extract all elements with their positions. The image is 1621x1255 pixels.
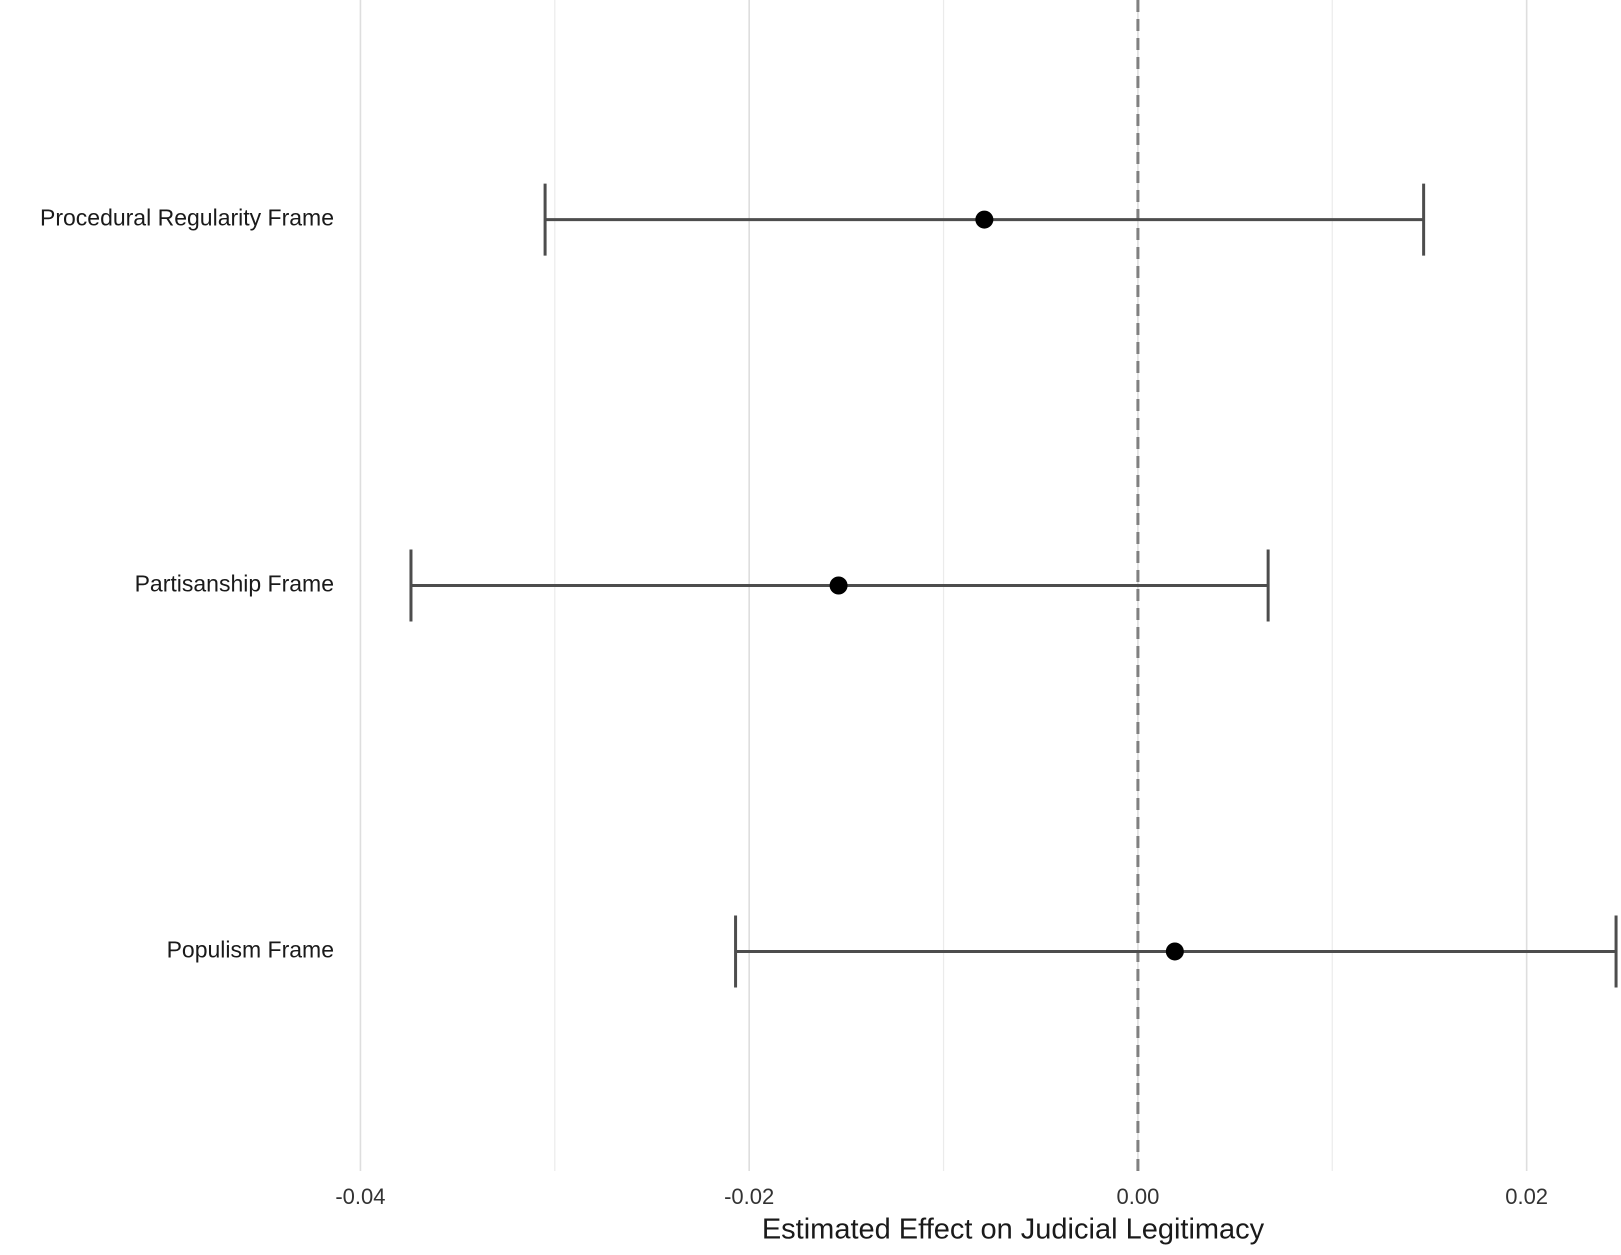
x-tick-label: 0.00 — [1116, 1184, 1159, 1209]
y-tick-label: Populism Frame — [167, 937, 334, 963]
y-tick-label: Procedural Regularity Frame — [40, 205, 334, 231]
y-tick-label: Partisanship Frame — [135, 571, 334, 597]
x-tick-label: -0.04 — [335, 1184, 385, 1209]
point-estimate — [829, 576, 848, 595]
x-tick-label: 0.02 — [1505, 1184, 1548, 1209]
x-axis-title: Estimated Effect on Judicial Legitimacy — [762, 1214, 1265, 1246]
x-tick-label: -0.02 — [724, 1184, 774, 1209]
point-estimate — [1165, 942, 1184, 961]
point-estimate — [975, 210, 994, 229]
